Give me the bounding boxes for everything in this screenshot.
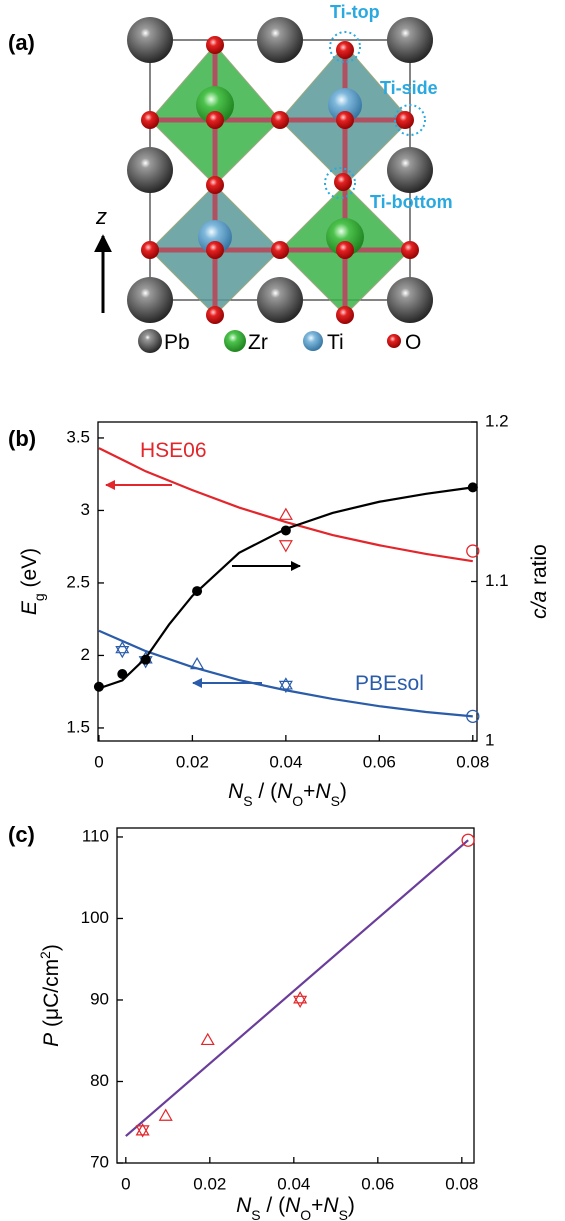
label-part: N xyxy=(323,1194,339,1217)
label-part: S xyxy=(331,793,340,809)
series-label: HSE06 xyxy=(140,439,207,462)
legend-label: Zr xyxy=(248,331,268,354)
label-part: N xyxy=(285,1194,301,1217)
label-part: / ( xyxy=(253,780,278,803)
x-tick-label: 0 xyxy=(94,752,103,771)
label-part: / ( xyxy=(261,1194,286,1217)
marker xyxy=(280,509,292,520)
y-tick-label: 90 xyxy=(90,989,109,1008)
x-tick-label: 0.08 xyxy=(445,1174,478,1193)
x-tick-label: 0 xyxy=(121,1174,130,1193)
annotation: Ti-bottom xyxy=(370,192,453,212)
x-tick-label: 0.06 xyxy=(363,752,396,771)
marker xyxy=(468,482,478,492)
label-part: c/a xyxy=(528,591,551,619)
label-part: (μC/cm xyxy=(40,959,63,1033)
y-tick-label: 110 xyxy=(82,826,109,845)
label-part: ratio xyxy=(528,544,551,591)
y-tick-label: 70 xyxy=(90,1152,109,1171)
marker xyxy=(94,682,104,692)
y-axis-label: Eg (eV) xyxy=(18,548,47,615)
label-part: O xyxy=(292,793,303,809)
x-tick-label: 0.02 xyxy=(176,752,209,771)
annotation: Ti-top xyxy=(330,2,380,22)
legend-label: O xyxy=(405,331,421,354)
fit-line xyxy=(126,840,468,1136)
marker xyxy=(116,647,128,658)
y-axis-label: P (μC/cm2) xyxy=(37,944,63,1047)
annotation: Ti-side xyxy=(380,78,438,98)
marker xyxy=(294,992,306,1003)
marker xyxy=(202,1034,214,1045)
structure xyxy=(103,17,433,324)
x-tick-label: 0.08 xyxy=(456,752,489,771)
axis-label: z xyxy=(95,204,107,229)
y2-tick-label: 1.1 xyxy=(485,571,509,590)
label-part: P xyxy=(40,1033,63,1047)
label-part: S xyxy=(243,793,252,809)
y-tick-label: 3 xyxy=(81,500,90,519)
label-part: ) xyxy=(340,780,347,803)
marker xyxy=(141,655,151,665)
label-part: + xyxy=(311,1194,323,1217)
marker xyxy=(281,525,291,535)
x-axis-label: NS / (NO+NS) xyxy=(228,780,347,809)
label-part: O xyxy=(300,1207,311,1221)
figure: (a) Ti-top Ti-side Ti-bottom z Pb Zr Ti … xyxy=(0,0,565,1221)
marker xyxy=(192,586,202,596)
y2-tick-label: 1 xyxy=(485,730,494,749)
series-label: PBEsol xyxy=(355,672,424,695)
x-tick-label: 0.04 xyxy=(269,752,302,771)
label-part: N xyxy=(277,780,293,803)
label-part: N xyxy=(315,780,331,803)
panel-label: (c) xyxy=(8,822,35,847)
label-part: (eV) xyxy=(18,548,41,594)
fit-line xyxy=(99,487,473,688)
marker xyxy=(160,1110,172,1121)
y-tick-label: 80 xyxy=(90,1071,109,1090)
marker xyxy=(280,541,292,552)
x-axis-label: NS / (NO+NS) xyxy=(236,1194,355,1221)
y-tick-label: 3.5 xyxy=(66,427,90,446)
plot-frame xyxy=(117,828,474,1163)
panel-label: (b) xyxy=(8,426,36,451)
axis-arrows xyxy=(106,485,300,683)
y2-tick-label: 1.2 xyxy=(485,411,509,430)
label-part: N xyxy=(236,1194,252,1217)
label-part: E xyxy=(18,600,41,615)
label-part: + xyxy=(303,780,315,803)
legend-label: Pb xyxy=(164,331,190,354)
x-tick-label: 0.04 xyxy=(277,1174,310,1193)
legend-label: Ti xyxy=(327,331,344,354)
y2-axis-label: c/a ratio xyxy=(528,544,551,619)
x-tick-label: 0.02 xyxy=(193,1174,226,1193)
label-part: g xyxy=(31,593,47,601)
label-part: S xyxy=(339,1207,348,1221)
label-part: 2 xyxy=(37,951,53,959)
y-tick-label: 2 xyxy=(81,645,90,664)
fit-line xyxy=(99,448,473,561)
label-part: ) xyxy=(40,944,63,951)
marker xyxy=(117,669,127,679)
y-tick-label: 1.5 xyxy=(66,717,90,736)
marker xyxy=(294,996,306,1007)
label-part: ) xyxy=(348,1194,355,1217)
label-part: N xyxy=(228,780,244,803)
legend: Pb Zr Ti O xyxy=(138,329,421,354)
panel-label: (a) xyxy=(8,30,35,55)
label-part: S xyxy=(251,1207,260,1221)
y-tick-label: 100 xyxy=(81,908,109,927)
x-tick-label: 0.06 xyxy=(361,1174,394,1193)
y-tick-label: 2.5 xyxy=(66,572,90,591)
